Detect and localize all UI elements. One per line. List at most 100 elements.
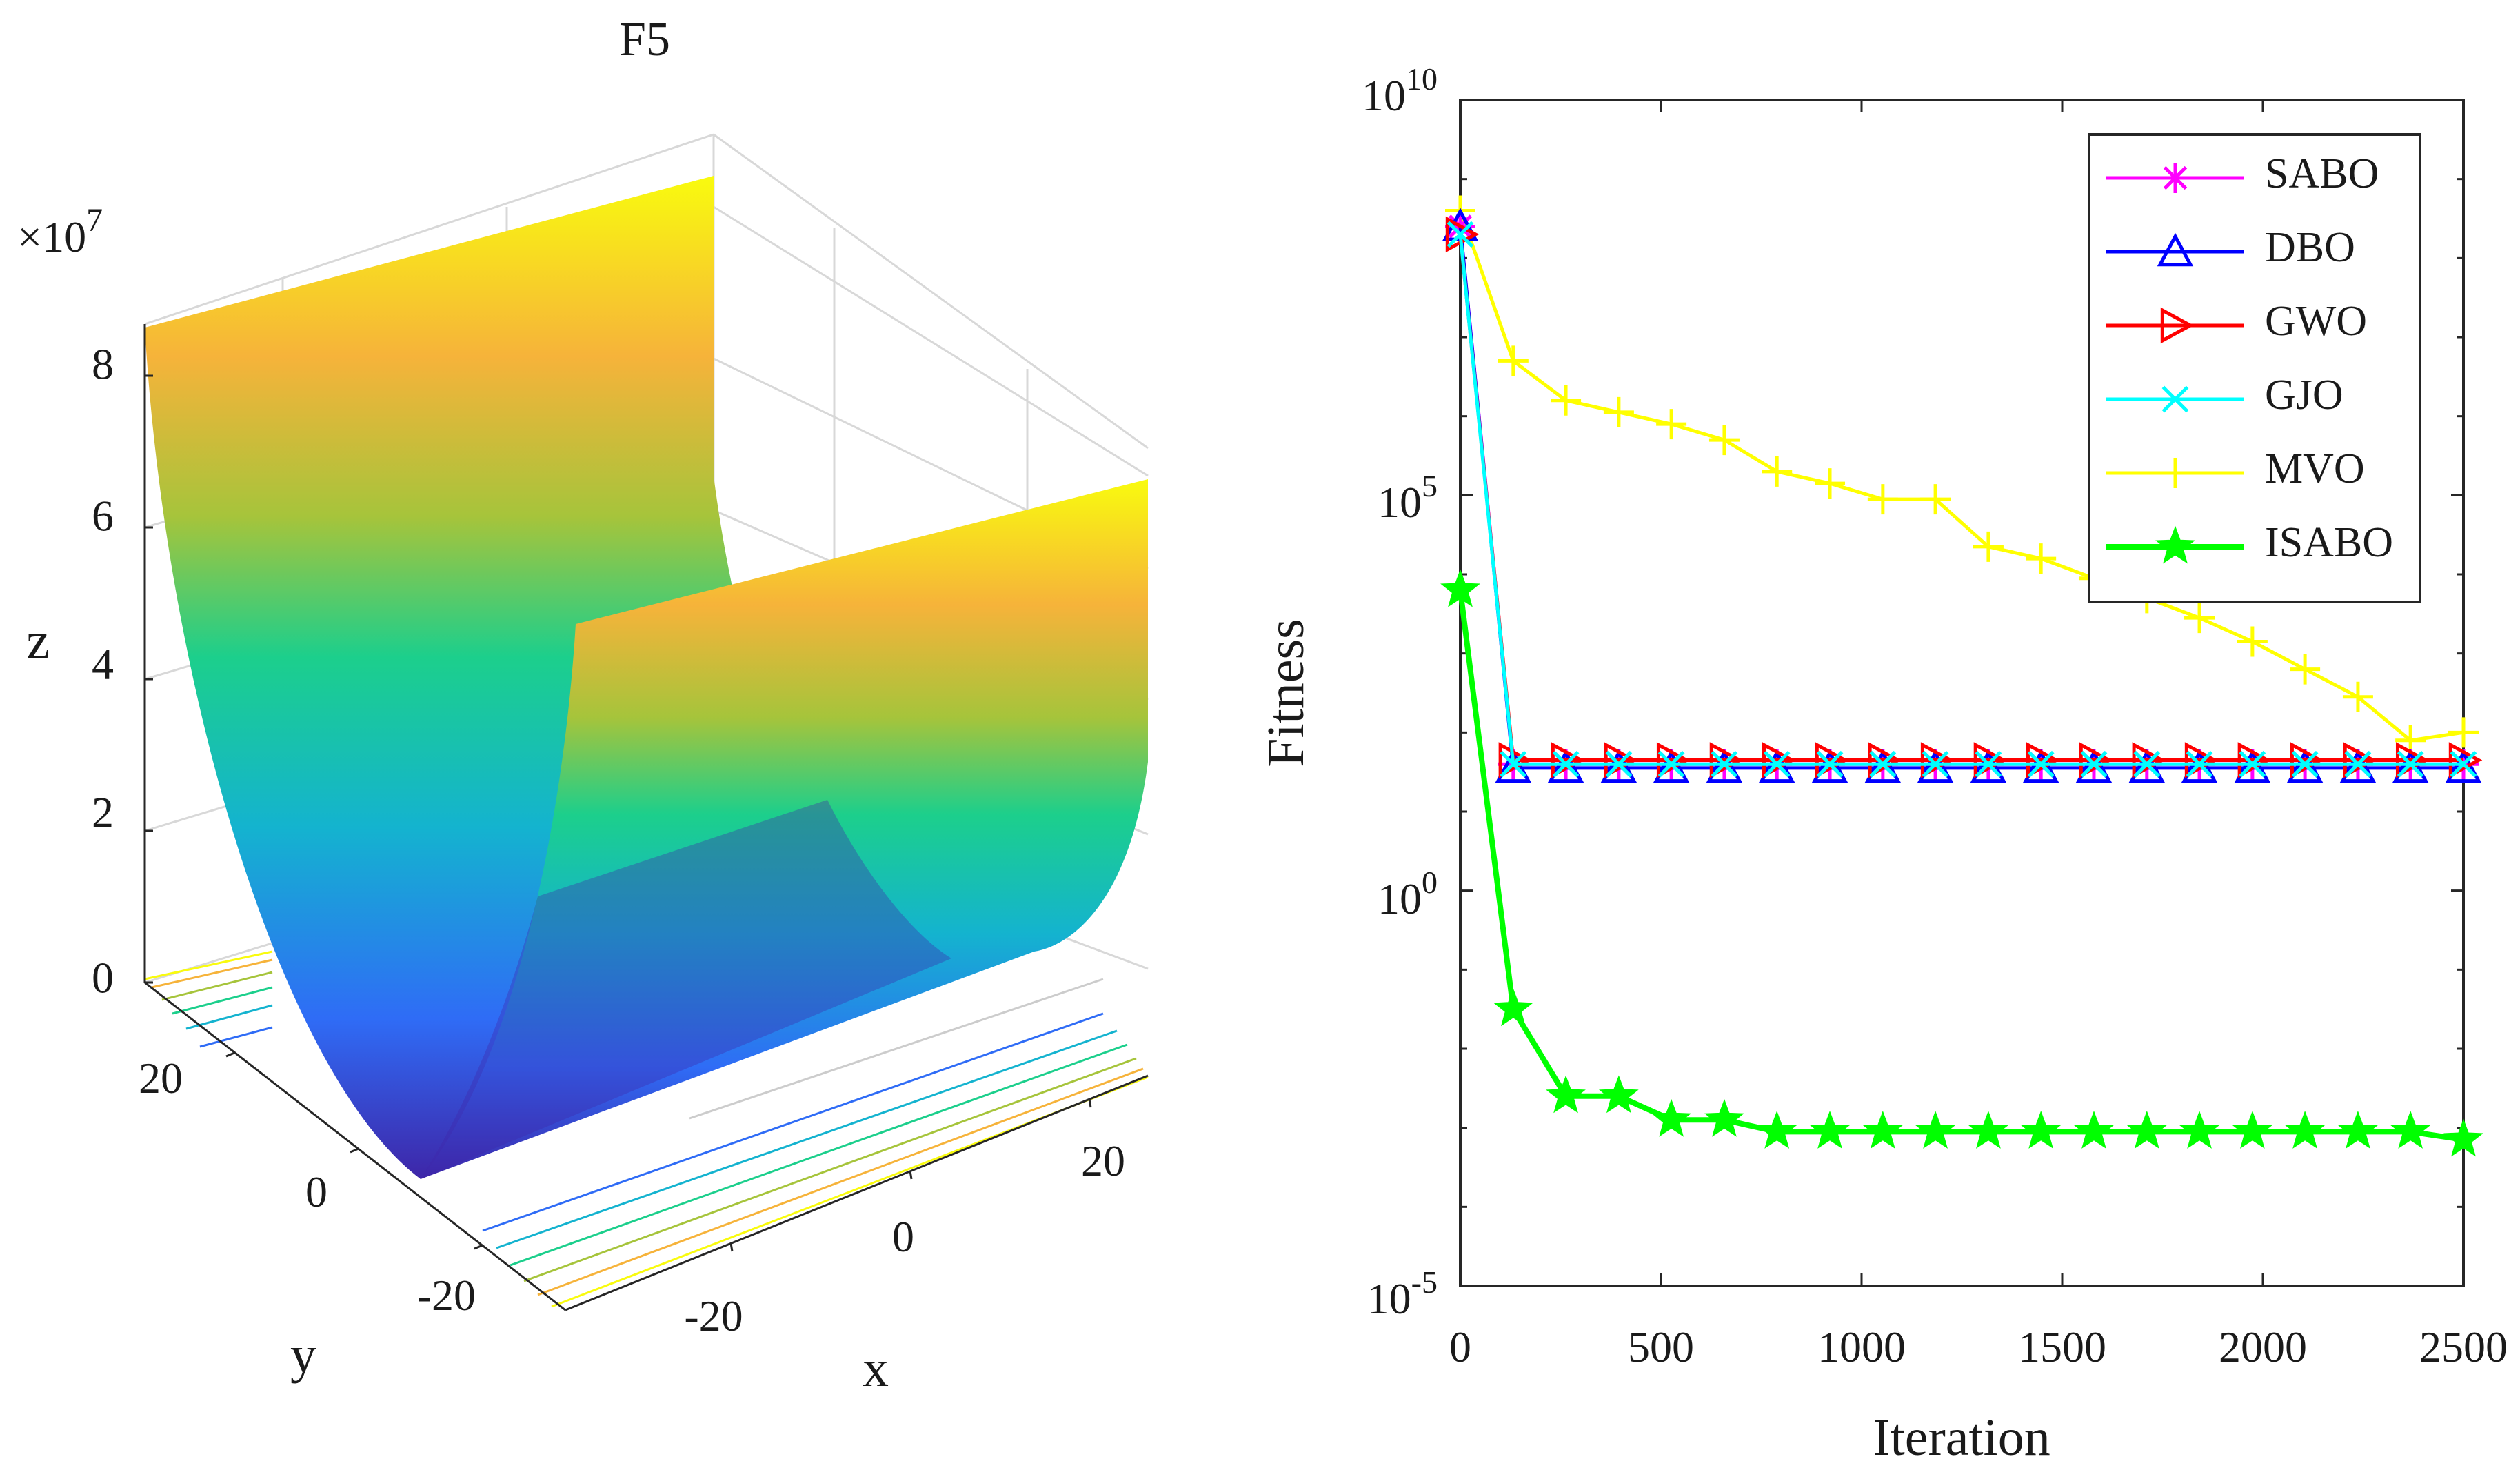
point-gjo-12-stroke [2080,750,2108,778]
point-gjo-18-stroke [2397,750,2424,778]
surface-xlabel: x [863,1340,889,1398]
point-dbo-2 [1547,749,1584,783]
point-gjo-9-stroke [1922,750,1949,778]
series-gjo [1447,221,2477,778]
point-isabo-3 [1598,1075,1639,1114]
point-gwo-1 [1498,742,1533,778]
axis-ticks [1459,99,2465,1287]
surface-right-wall [421,479,1148,1179]
point-dbo-11 [2022,749,2059,783]
z-tick-0: 0 [92,954,114,1003]
surface-ylabel: y [290,1326,316,1384]
point-dbo-15 [2234,749,2271,783]
point-gwo-12 [2079,742,2113,778]
point-dbo-9 [1917,749,1954,783]
x-tick-0: 0 [892,1212,914,1261]
point-gwo-14 [2184,742,2219,778]
point-dbo-7 [1811,749,1848,783]
point-mvo-17 [2342,681,2373,712]
point-gjo-1-stroke [1500,750,1527,778]
ytick-1e-5-base: 10 [1367,1274,1411,1323]
point-dbo-4 [1653,749,1690,783]
point-mvo-4 [1656,409,1687,440]
point-gjo-4-stroke [1657,750,1685,778]
ytick-1e0: 100 [1378,865,1438,923]
point-isabo-0 [1440,569,1480,607]
surface-axes [143,324,1149,1311]
point-gwo-5 [1709,742,1744,778]
point-isabo-5 [1704,1098,1744,1137]
point-gjo-15-stroke [2239,750,2266,778]
point-gjo-5 [1711,750,1738,778]
convergence-plot: 1010 105 100 10-5 0 500 1000 1500 2000 2… [1257,61,2508,1467]
point-gjo-19 [2450,750,2477,778]
point-gjo-5-stroke [1711,750,1738,778]
point-gjo-12 [2080,750,2108,778]
legend-label-dbo: DBO [2265,224,2355,271]
ytick-1e10-base: 10 [1362,71,1406,120]
point-isabo-9 [1915,1111,1955,1149]
point-mvo-16 [2290,654,2321,685]
legend-marker-gwo [2160,307,2195,344]
point-gjo-2 [1552,750,1580,778]
legend-marker-sabo [2160,163,2190,193]
point-mvo-8 [1867,484,1898,515]
point-isabo-15 [2232,1111,2272,1149]
legend-marker-isabo [2155,525,2195,564]
series-gwo [1445,216,2483,778]
point-gwo-16 [2290,742,2324,778]
legend-marker-gjo-stroke [2161,385,2189,413]
point-gwo-13 [2132,742,2166,778]
point-dbo-5 [1706,749,1743,783]
y-tick-20: 20 [139,1054,183,1102]
ytick-1e10-exp: 10 [1406,61,1438,97]
xaxis-label: Iteration [1873,1409,2050,1467]
x-tick-m20: -20 [684,1291,743,1340]
point-dbo-3 [1600,749,1637,783]
point-isabo-16 [2285,1111,2326,1149]
point-gwo-19 [2448,742,2483,778]
legend-marker-dbo [2157,232,2194,267]
point-gjo-10-stroke [1975,750,2002,778]
point-mvo-10 [1973,531,2004,562]
ytick-1e5: 105 [1378,468,1438,527]
point-gwo-4 [1656,742,1691,778]
ytick-1e10: 1010 [1362,61,1438,120]
point-dbo-1 [1495,749,1532,783]
surface-mesh [145,176,1148,1179]
point-isabo-13 [2126,1111,2167,1149]
point-gjo-7 [1816,750,1844,778]
surface-plot: F5 [17,13,1149,1398]
z-tick-2: 2 [92,788,114,837]
ytick-1e-5-exp: -5 [1411,1265,1438,1300]
point-dbo-6 [1759,749,1795,783]
point-isabo-10 [1968,1111,2008,1149]
point-mvo-1 [1498,345,1529,376]
xtick-0: 0 [1449,1322,1471,1371]
legend: SABO DBO GWO GJO MVO ISABO [2088,133,2421,603]
z-tick-8: 8 [92,340,114,389]
point-isabo-11 [2021,1111,2062,1149]
series-isabo [1440,569,2483,1157]
point-isabo-7 [1810,1111,1850,1149]
z-tick-4: 4 [92,640,114,689]
xtick-2500: 2500 [2419,1322,2508,1371]
point-dbo-16 [2286,749,2324,783]
point-gwo-3 [1604,742,1638,778]
xtick-2000: 2000 [2219,1322,2307,1371]
point-gjo-3-stroke [1605,750,1633,778]
point-gwo-7 [1815,742,1849,778]
surface-inner-shade [421,800,951,1179]
legend-label-gwo: GWO [2265,298,2367,345]
point-gwo-10 [1973,742,2008,778]
xtick-1000: 1000 [1817,1322,1906,1371]
legend-label-isabo: ISABO [2265,519,2393,566]
point-gwo-18 [2395,742,2430,778]
series-line-mvo [1458,210,2464,743]
point-gjo-11 [2027,750,2055,778]
point-gjo-0 [1447,221,1474,248]
point-gjo-13-stroke [2133,750,2161,778]
series-dbo [1442,208,2482,783]
point-isabo-17 [2338,1111,2378,1149]
